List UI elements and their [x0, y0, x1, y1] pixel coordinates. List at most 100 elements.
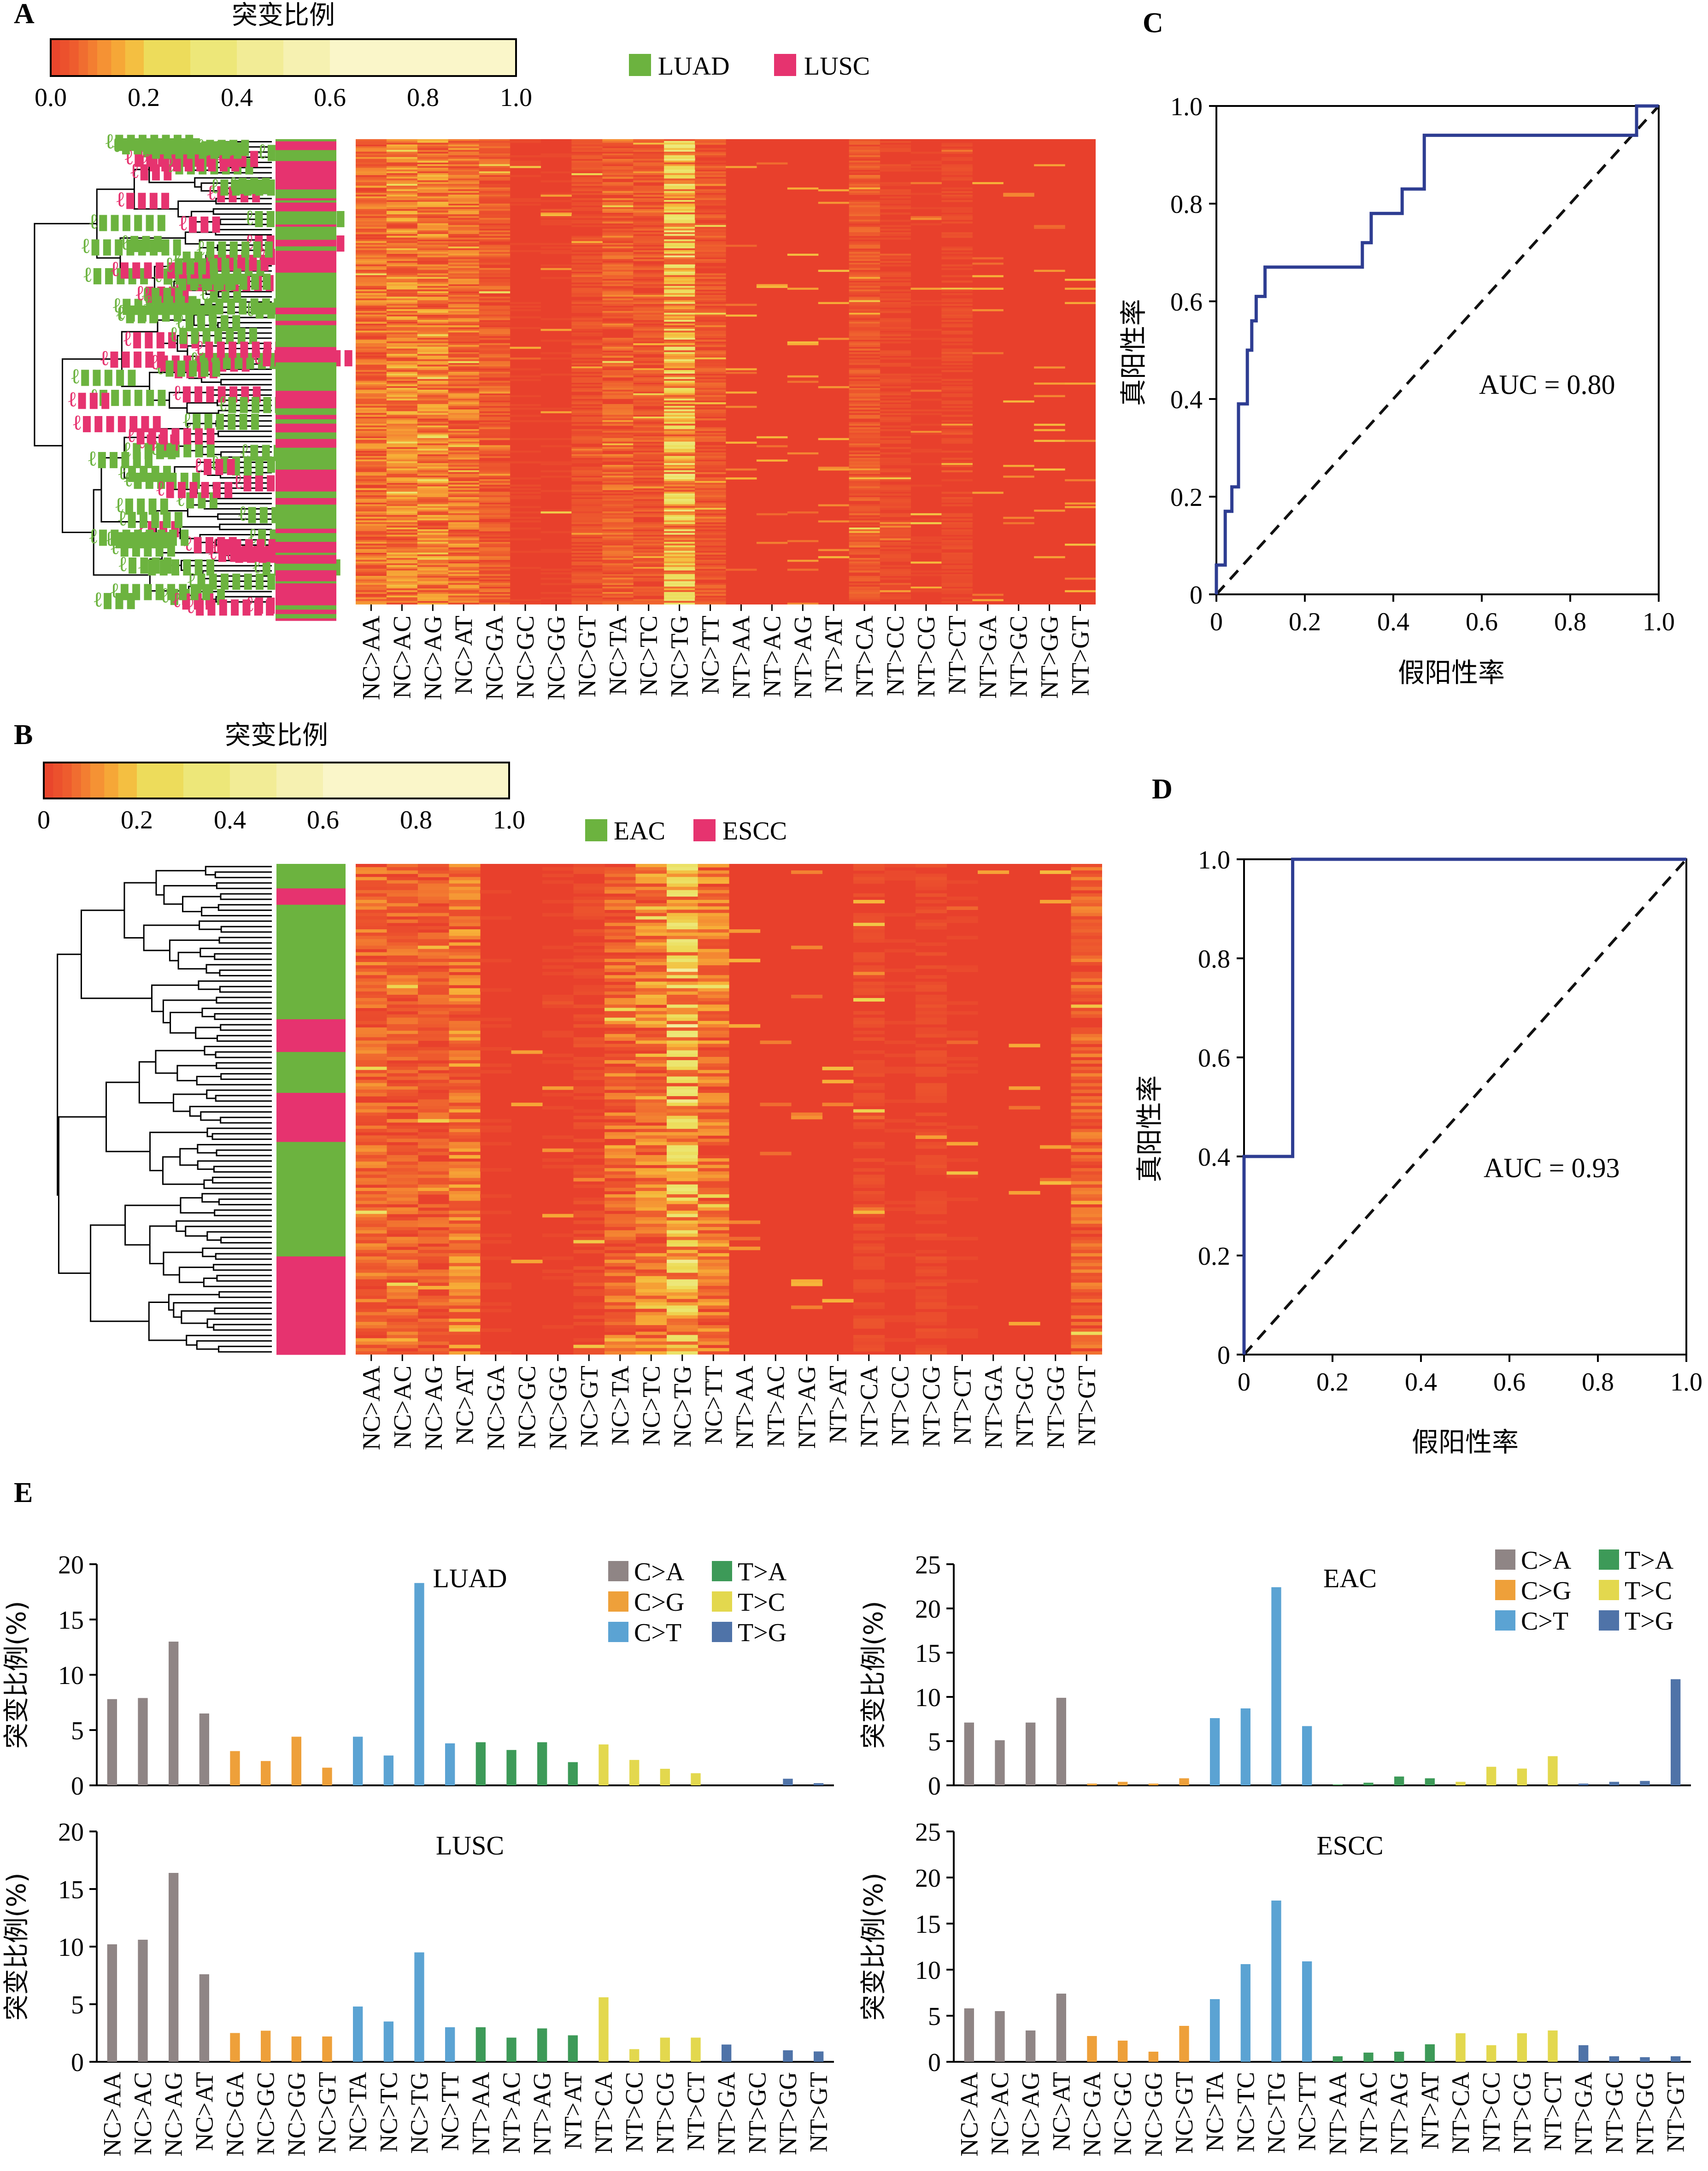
- heatmap-cell: [695, 364, 726, 367]
- heatmap-cell: [479, 263, 511, 265]
- heatmap-cell: [695, 334, 726, 336]
- dendrogram-branch: [203, 1277, 272, 1287]
- heatmap-cell: [387, 1145, 418, 1149]
- heatmap-cell: [910, 433, 942, 435]
- heatmap-cell: [386, 502, 418, 505]
- dendrogram-branch: [220, 451, 272, 458]
- heatmap-cell: [418, 1162, 450, 1165]
- heatmap-cell: [449, 1115, 481, 1120]
- annotation-cell: [276, 524, 336, 527]
- heatmap-cell: [605, 1112, 636, 1116]
- annotation-cell: [276, 270, 336, 273]
- heatmap-cell: [635, 955, 667, 959]
- heatmap-cell: [664, 209, 695, 211]
- heatmap-cell: [602, 257, 634, 259]
- heatmap-cell: [571, 141, 603, 143]
- heatmap-cell: [448, 508, 480, 510]
- sample-label-glyph: ℓ▮▮▮▮▮: [111, 535, 177, 559]
- heatmap-cell: [356, 1093, 387, 1097]
- heatmap-cell: [356, 409, 387, 412]
- heatmap-cell: [386, 286, 418, 288]
- heatmap-cell: [417, 499, 449, 501]
- annotation-cell: [276, 1126, 346, 1134]
- heatmap-cell: [356, 569, 387, 571]
- heatmap-cell: [695, 445, 726, 447]
- heatmap-cell: [449, 913, 481, 917]
- heatmap-cell: [356, 320, 387, 322]
- heatmap-cell: [849, 250, 880, 252]
- heatmap-cell: [667, 1191, 698, 1195]
- heatmap-cell: [449, 1344, 481, 1349]
- heatmap-cell: [916, 922, 947, 927]
- heatmap-cell: [540, 490, 572, 492]
- heatmap-cell: [667, 1273, 698, 1277]
- dendrogram-branch: [220, 926, 272, 933]
- heatmap-cell: [356, 1233, 387, 1237]
- heatmap-cell: [941, 585, 973, 587]
- heatmap-cell: [635, 1299, 667, 1303]
- dendrogram-branch: [160, 147, 208, 166]
- heatmap-cell: [449, 981, 481, 986]
- heatmap-cell: [356, 191, 387, 194]
- heatmap-cell: [695, 409, 726, 412]
- heatmap-cell: [573, 1240, 605, 1244]
- heatmap-cell: [449, 1341, 481, 1345]
- heatmap-cell: [356, 452, 387, 455]
- heatmap-cell: [849, 311, 880, 313]
- heatmap-cell: [510, 438, 541, 440]
- heatmap-cell: [635, 991, 667, 995]
- heatmap-cell: [941, 323, 973, 326]
- heatmap-cell: [386, 296, 418, 299]
- heatmap-cell: [635, 893, 667, 897]
- heatmap-cell: [667, 1322, 698, 1326]
- heatmap-cell: [571, 270, 603, 272]
- heatmap-cell: [664, 271, 695, 274]
- heatmap-cell: [602, 160, 634, 163]
- heatmap-cell: [417, 479, 449, 481]
- heatmap-cell: [418, 1165, 450, 1168]
- annotation-cell: [276, 995, 346, 1003]
- annotation-cell: [276, 143, 336, 146]
- annotation-cell: [276, 367, 336, 370]
- heatmap-cell: [849, 330, 880, 333]
- heatmap-cell: [633, 440, 664, 442]
- heatmap-cell: [664, 429, 695, 431]
- annotation-cell: [276, 139, 336, 142]
- heatmap-cell: [849, 150, 880, 152]
- heatmap-cell: [448, 237, 480, 240]
- heatmap-cell: [605, 998, 636, 1002]
- heatmap-cell: [635, 1155, 667, 1159]
- legend-swatch-escc: [693, 819, 716, 841]
- heatmap-cell: [448, 381, 480, 383]
- heatmap-cell: [602, 186, 634, 188]
- heatmap-cell: [849, 305, 880, 308]
- heatmap-cell: [356, 1014, 387, 1018]
- heatmap-cell: [571, 340, 603, 342]
- heatmap-cell: [386, 352, 418, 354]
- heatmap-cell: [605, 1348, 636, 1352]
- heatmap-cell: [667, 1096, 698, 1100]
- heatmap-cell: [602, 563, 634, 566]
- heatmap-cell: [916, 1027, 947, 1031]
- heatmap-cell: [417, 452, 449, 455]
- heatmap-cell: [849, 461, 880, 464]
- heatmap-cell: [667, 1315, 698, 1319]
- heatmap-cell: [571, 255, 603, 258]
- heatmap-cell: [849, 345, 880, 347]
- annotation-cell: [276, 423, 336, 426]
- heatmap-cell: [910, 574, 942, 576]
- heatmap-cell: [635, 1126, 667, 1129]
- sample-label-glyph: ℓ▮▮▮▮▮: [176, 310, 242, 333]
- column-label: NT>GG: [1036, 616, 1063, 698]
- heatmap-cell: [571, 456, 603, 458]
- heatmap-cell: [356, 1060, 387, 1064]
- heatmap-cell: [449, 1220, 481, 1224]
- heatmap-cell: [726, 468, 757, 471]
- heatmap-cell: [571, 506, 603, 508]
- heatmap-cell: [667, 1289, 698, 1293]
- heatmap-cell: [698, 1162, 729, 1165]
- heatmap-cell: [571, 334, 603, 336]
- heatmap-cell: [510, 404, 541, 406]
- heatmap-cell: [635, 1197, 667, 1201]
- heatmap-cell: [386, 524, 418, 526]
